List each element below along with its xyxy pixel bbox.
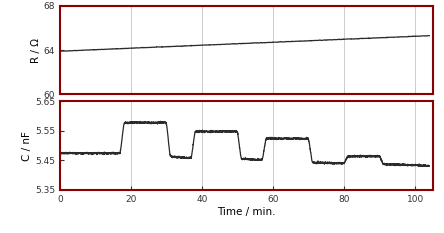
Y-axis label: R / Ω: R / Ω bbox=[31, 38, 41, 63]
Text: 600ppm: 600ppm bbox=[246, 100, 279, 109]
X-axis label: Time / min.: Time / min. bbox=[217, 206, 276, 216]
Y-axis label: C / nF: C / nF bbox=[22, 131, 32, 161]
Text: 1400ppm: 1400ppm bbox=[112, 100, 150, 109]
Text: 200ppm: 200ppm bbox=[317, 100, 350, 109]
Text: 1000ppm: 1000ppm bbox=[172, 100, 210, 109]
